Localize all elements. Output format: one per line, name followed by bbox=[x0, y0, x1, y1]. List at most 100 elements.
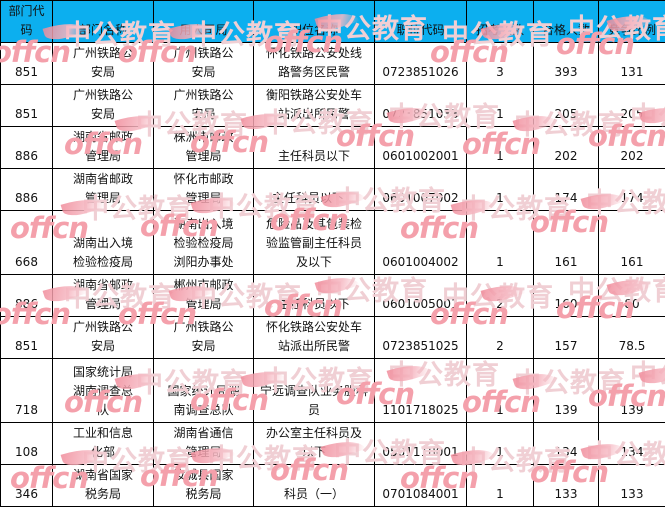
cell-text: 工业和信息 化部 bbox=[55, 424, 151, 462]
cell-text: 1 bbox=[469, 443, 531, 462]
cell-bureau: 国家统计局湖 南调查总队 bbox=[154, 359, 254, 423]
cell-dept-name: 湖南省国家 税务局 bbox=[53, 465, 154, 507]
cell-text: 78.5 bbox=[601, 337, 663, 356]
cell-text: 广州铁路公 安局 bbox=[156, 86, 251, 124]
cell-ratio: 131 bbox=[599, 43, 665, 85]
cell-pos-code: 0601007002 bbox=[375, 169, 467, 211]
cell-bureau: 广州铁路公 安局 bbox=[154, 317, 254, 359]
cell-position: 主任科员以下二 bbox=[254, 169, 375, 211]
cell-text: 161 bbox=[536, 253, 596, 272]
cell-ratio: 174 bbox=[599, 169, 665, 211]
cell-position: 科员（一） bbox=[254, 465, 375, 507]
cell-hire-count: 1 bbox=[467, 85, 534, 127]
cell-pass-count: 161 bbox=[534, 211, 599, 275]
cell-bureau: 湖南出入境 检验检疫局 浏阳办事处 bbox=[154, 211, 254, 275]
cell-text: 广州铁路公 安局 bbox=[156, 318, 251, 356]
cell-bureau: 株洲市邮政 管理局 bbox=[154, 127, 254, 169]
cell-dept-name: 广州铁路公 安局 bbox=[53, 43, 154, 85]
cell-pos-code: 0601004002 bbox=[375, 211, 467, 275]
cell-hire-count: 1 bbox=[467, 127, 534, 169]
cell-text: 139 bbox=[601, 401, 663, 420]
cell-pos-code: 0723851025 bbox=[375, 317, 467, 359]
cell-position: 宁远调查队业务股科 员 bbox=[254, 359, 375, 423]
cell-pass-count: 160 bbox=[534, 275, 599, 317]
cell-pass-count: 174 bbox=[534, 169, 599, 211]
cell-dept-code: 851 bbox=[1, 317, 53, 359]
cell-text: 衡阳铁路公安处车 站派出所民警 bbox=[256, 86, 372, 124]
cell-text: 108 bbox=[3, 443, 50, 462]
cell-position: 衡阳铁路公安处车 站派出所民警 bbox=[254, 85, 375, 127]
cell-text: 886 bbox=[3, 295, 50, 314]
cell-text: 1 bbox=[469, 105, 531, 124]
cell-text: 主任科员以下 bbox=[256, 147, 372, 166]
cell-text: 广州铁路公 安局 bbox=[55, 44, 151, 82]
cell-pass-count: 134 bbox=[534, 423, 599, 465]
cell-text: 851 bbox=[3, 63, 50, 82]
cell-text: 0601007002 bbox=[377, 189, 464, 208]
cell-ratio: 205 bbox=[599, 85, 665, 127]
cell-dept-name: 国家统计局 湖南调查总 队 bbox=[53, 359, 154, 423]
cell-text: 0701084001 bbox=[377, 485, 464, 504]
cell-pos-code: 0723851026 bbox=[375, 43, 467, 85]
table-header: 部门代码 部门名称 用人司局 职位名称 职位代码 招考人数 合格人数 竞争比例 bbox=[1, 1, 665, 43]
cell-text: 139 bbox=[536, 401, 596, 420]
cell-text: 174 bbox=[601, 189, 663, 208]
cell-hire-count: 1 bbox=[467, 211, 534, 275]
cell-pass-count: 139 bbox=[534, 359, 599, 423]
cell-dept-code: 851 bbox=[1, 43, 53, 85]
cell-position: 办公室主任科员及 以下 bbox=[254, 423, 375, 465]
cell-text: 1 bbox=[469, 485, 531, 504]
cell-text: 0723851025 bbox=[377, 337, 464, 356]
cell-text: 广州铁路公 安局 bbox=[55, 318, 151, 356]
cell-hire-count: 1 bbox=[467, 423, 534, 465]
cell-text: 174 bbox=[536, 189, 596, 208]
cell-dept-name: 湖南出入境 检验检疫局 bbox=[53, 211, 154, 275]
cell-hire-count: 1 bbox=[467, 465, 534, 507]
cell-text: 160 bbox=[536, 295, 596, 314]
cell-pass-count: 157 bbox=[534, 317, 599, 359]
cell-ratio: 202 bbox=[599, 127, 665, 169]
cell-text: 郴州市邮政 管理局 bbox=[156, 276, 251, 314]
cell-dept-name: 工业和信息 化部 bbox=[53, 423, 154, 465]
cell-bureau: 郴州市邮政 管理局 bbox=[154, 275, 254, 317]
cell-bureau: 汝城县国家 税务局 bbox=[154, 465, 254, 507]
cell-ratio: 134 bbox=[599, 423, 665, 465]
cell-ratio: 139 bbox=[599, 359, 665, 423]
cell-text: 0601002001 bbox=[377, 147, 464, 166]
cell-ratio: 161 bbox=[599, 211, 665, 275]
cell-text: 131 bbox=[601, 63, 663, 82]
cell-ratio: 80 bbox=[599, 275, 665, 317]
cell-dept-code: 851 bbox=[1, 85, 53, 127]
cell-dept-name: 湖南省邮政 管理局 bbox=[53, 127, 154, 169]
column-header-pos-code: 职位代码 bbox=[375, 1, 467, 43]
cell-text: 湖南省通信 管理局 bbox=[156, 424, 251, 462]
table-header-row: 部门代码 部门名称 用人司局 职位名称 职位代码 招考人数 合格人数 竞争比例 bbox=[1, 1, 665, 43]
cell-ratio: 133 bbox=[599, 465, 665, 507]
column-header-hire-count: 招考人数 bbox=[467, 1, 534, 43]
cell-pass-count: 202 bbox=[534, 127, 599, 169]
cell-position: 怀化铁路公安处车 站派出所民警 bbox=[254, 317, 375, 359]
cell-text: 133 bbox=[536, 485, 596, 504]
cell-dept-code: 346 bbox=[1, 465, 53, 507]
cell-hire-count: 2 bbox=[467, 275, 534, 317]
cell-dept-code: 718 bbox=[1, 359, 53, 423]
cell-pos-code: 0723851033 bbox=[375, 85, 467, 127]
cell-text: 134 bbox=[601, 443, 663, 462]
cell-text: 怀化铁路公安处车 站派出所民警 bbox=[256, 318, 372, 356]
cell-ratio: 78.5 bbox=[599, 317, 665, 359]
cell-pos-code: 0701084001 bbox=[375, 465, 467, 507]
cell-dept-code: 886 bbox=[1, 127, 53, 169]
cell-text: 133 bbox=[601, 485, 663, 504]
column-header-bureau: 用人司局 bbox=[154, 1, 254, 43]
cell-bureau: 湖南省通信 管理局 bbox=[154, 423, 254, 465]
cell-position: 怀化铁路公安处线 路警务区民警 bbox=[254, 43, 375, 85]
cell-text: 718 bbox=[3, 401, 50, 420]
cell-text: 346 bbox=[3, 485, 50, 504]
